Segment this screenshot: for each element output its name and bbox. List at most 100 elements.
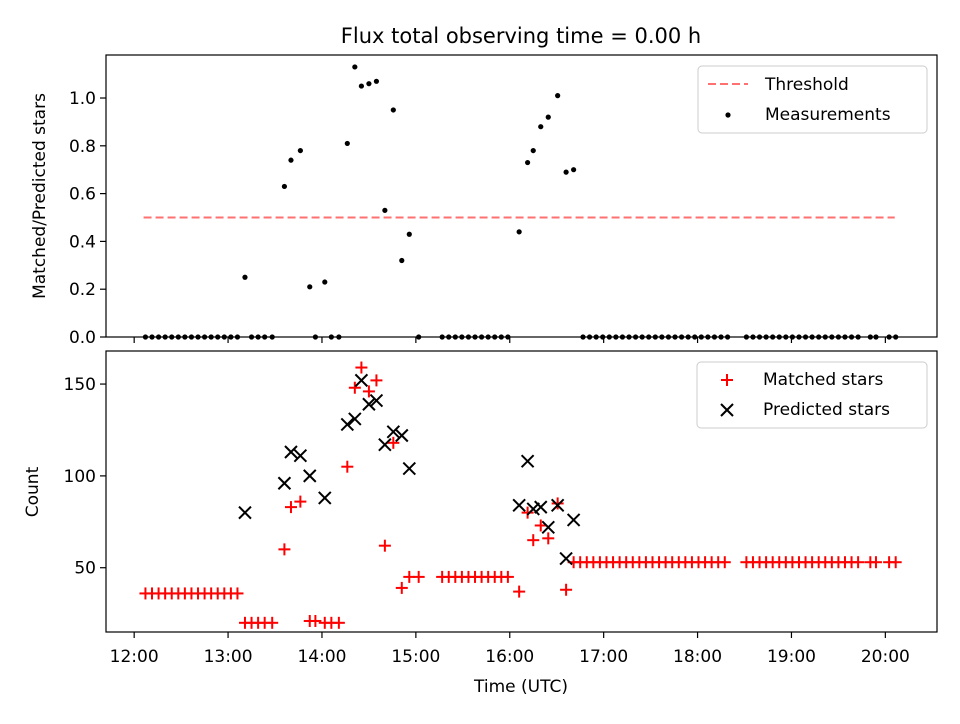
measurement-point xyxy=(307,284,313,290)
measurement-point xyxy=(242,274,248,280)
predicted-star-marker-b xyxy=(402,461,416,476)
ratio-y-tick-label: 1.0 xyxy=(69,89,96,109)
measurement-point xyxy=(571,167,577,173)
measurement-point xyxy=(382,207,388,213)
x-tick-label: 19:00 xyxy=(767,647,816,667)
count-plot-area xyxy=(139,361,902,629)
matched-star-marker xyxy=(370,374,383,387)
matched-star-marker xyxy=(501,570,514,583)
matched-star-marker xyxy=(412,570,425,583)
ratio-legend: Threshold Measurements xyxy=(697,65,928,134)
x-tick-label: 16:00 xyxy=(485,647,534,667)
matched-star-marker xyxy=(348,381,361,394)
ratio-y-axis: 0.0 0.2 0.4 0.6 0.8 1.0 xyxy=(69,89,106,348)
predicted-star-marker xyxy=(559,551,573,566)
predicted-star-marker-b xyxy=(534,500,548,514)
measurement-point xyxy=(322,279,328,285)
predicted-star-marker-b xyxy=(238,505,252,520)
predicted-star-marker xyxy=(354,373,369,388)
predicted-star-marker xyxy=(277,476,292,490)
matched-star-marker xyxy=(309,614,322,627)
predicted-star-marker-b xyxy=(395,428,409,443)
ratio-y-axis-label: Matched/Predicted stars xyxy=(30,93,50,299)
x-tick-label: 18:00 xyxy=(673,647,722,667)
predicted-stars-legend-swatch xyxy=(720,403,734,417)
measurement-point xyxy=(399,257,405,264)
predicted-star-marker xyxy=(512,498,526,512)
measurement-point xyxy=(373,78,380,84)
predicted-stars-legend-label: Predicted stars xyxy=(763,400,890,420)
predicted-star-marker xyxy=(362,397,376,411)
predicted-star-marker xyxy=(303,469,317,483)
threshold-legend-label: Threshold xyxy=(764,75,849,95)
matched-star-marker xyxy=(718,556,731,569)
predicted-star-marker xyxy=(395,428,409,443)
measurement-point xyxy=(390,107,396,113)
matched-star-marker xyxy=(284,501,297,514)
measurement-point xyxy=(352,64,358,70)
ratio-y-tick-label: 0.6 xyxy=(69,185,96,205)
predicted-star-marker xyxy=(340,417,355,432)
predicted-star-marker xyxy=(284,445,298,459)
predicted-star-marker-b xyxy=(378,437,392,452)
predicted-star-marker-b xyxy=(550,498,565,512)
measurement-point xyxy=(366,81,372,87)
matched-star-marker xyxy=(513,585,526,598)
measurement-point xyxy=(406,231,412,237)
ratio-y-tick-label: 0.0 xyxy=(69,328,96,348)
x-tick-label: 20:00 xyxy=(861,647,910,667)
predicted-star-marker xyxy=(348,412,362,426)
measurement-point xyxy=(344,140,350,147)
predicted-star-marker xyxy=(550,498,565,512)
x-tick-label: 14:00 xyxy=(297,647,346,667)
measurement-point xyxy=(288,157,294,163)
measurement-point xyxy=(525,159,531,166)
predicted-star-marker xyxy=(293,448,308,463)
count-panel-frame xyxy=(105,350,938,633)
matched-star-marker xyxy=(355,361,368,374)
matched-star-marker xyxy=(551,497,564,510)
matched-star-marker xyxy=(560,583,573,596)
measurement-point xyxy=(297,147,303,154)
count-y-axis-label: Count xyxy=(23,466,43,517)
measurement-point xyxy=(555,93,561,99)
matched-star-marker xyxy=(889,556,902,569)
predicted-star-marker xyxy=(534,500,548,514)
predicted-star-marker xyxy=(318,491,332,505)
matched-star-marker xyxy=(852,556,865,569)
x-tick-label: 12:00 xyxy=(110,647,159,667)
predicted-star-marker-b xyxy=(541,520,555,535)
matched-star-marker xyxy=(387,436,400,449)
predicted-star-marker-b xyxy=(559,551,573,566)
count-legend-box xyxy=(696,361,928,429)
predicted-star-marker-b xyxy=(362,397,376,411)
predicted-star-marker-b xyxy=(284,445,298,459)
predicted-star-marker-b xyxy=(369,393,384,408)
predicted-star-marker-b xyxy=(520,454,535,468)
ratio-panel: 0.0 0.2 0.4 0.6 0.8 1.0 Matched/Predicted sta… xyxy=(30,54,938,348)
matched-star-marker xyxy=(231,587,244,600)
predicted-star-marker-b xyxy=(277,476,292,490)
matched-star-marker xyxy=(534,519,547,532)
predicted-star-marker xyxy=(541,520,555,535)
matched-star-marker xyxy=(869,556,882,569)
measurement-point xyxy=(281,183,288,190)
matched-star-marker xyxy=(332,616,345,629)
x-tick-label: 13:00 xyxy=(204,647,253,667)
predicted-star-marker-b xyxy=(303,469,317,483)
predicted-star-marker-b xyxy=(354,373,369,388)
x-tick-label: 15:00 xyxy=(391,647,440,667)
predicted-star-marker-b xyxy=(340,417,355,432)
count-y-tick-label: 150 xyxy=(64,375,96,395)
ratio-y-tick-label: 0.2 xyxy=(69,280,96,300)
measurement-point xyxy=(538,124,544,130)
measurement-point xyxy=(358,83,365,89)
count-y-tick-label: 50 xyxy=(74,559,96,579)
matched-star-marker xyxy=(266,616,279,629)
matched-stars-legend-label: Matched stars xyxy=(763,370,883,390)
predicted-star-marker-b xyxy=(386,425,401,439)
count-y-axis: 50 100 150 xyxy=(64,375,106,579)
predicted-star-marker xyxy=(520,454,535,468)
